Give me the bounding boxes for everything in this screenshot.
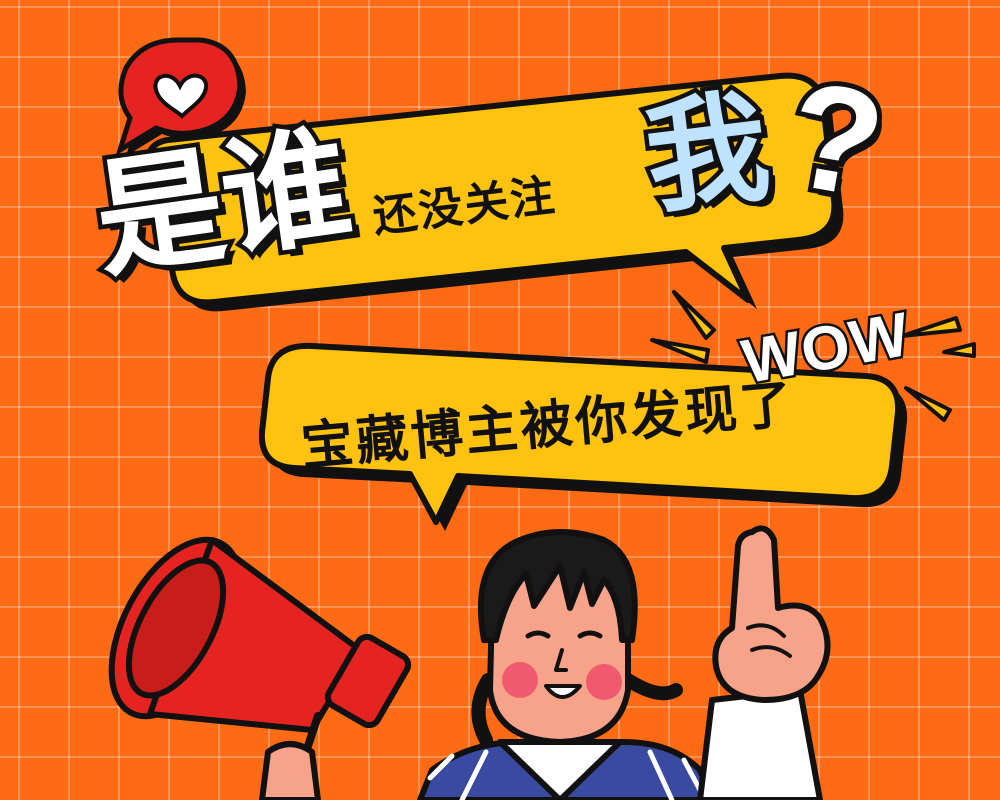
heart-icon [115, 37, 246, 156]
wow-burst-lines [650, 290, 976, 422]
top-speech-bubble [144, 72, 844, 312]
headline-char-shui: 谁 [208, 106, 365, 280]
pointing-hand-icon [712, 525, 831, 703]
megaphone-icon [108, 536, 412, 800]
bottom-speech-bubble [258, 342, 908, 531]
headline-char-wo: 我 [633, 71, 780, 236]
headline-char-shi: 是 [82, 126, 239, 300]
person-illustration [417, 525, 831, 800]
